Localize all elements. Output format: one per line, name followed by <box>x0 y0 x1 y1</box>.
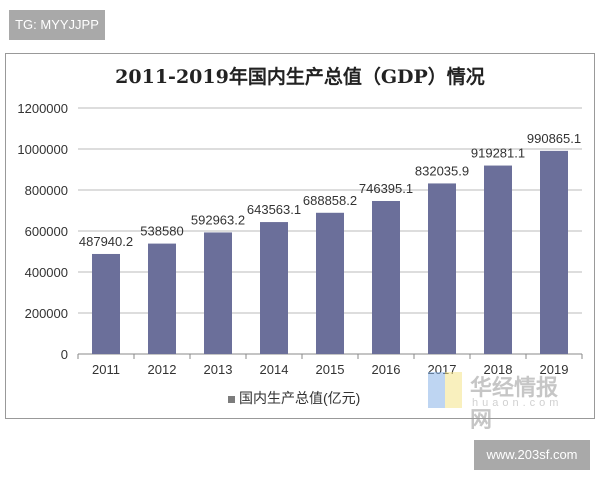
x-tick-label: 2018 <box>484 362 513 377</box>
y-tick-label: 200000 <box>25 306 68 321</box>
x-tick-label: 2011 <box>92 362 120 377</box>
bar <box>148 243 176 354</box>
bar <box>484 165 512 354</box>
huaon-en: huaon.com <box>472 397 563 409</box>
huaon-watermark: 华经情报网 huaon.com <box>428 370 578 432</box>
y-tick-label: 0 <box>61 347 68 362</box>
bar <box>260 222 288 354</box>
x-tick-label: 2014 <box>260 362 289 377</box>
y-tick-label: 400000 <box>25 265 68 280</box>
chart-title: 2011-2019年国内生产总值（GDP）情况 <box>115 66 485 88</box>
chart-frame <box>5 53 595 419</box>
data-label: 487940.2 <box>79 234 133 249</box>
bar <box>372 200 400 354</box>
bar <box>540 150 568 354</box>
y-tick-label: 800000 <box>25 183 68 198</box>
y-tick-label: 600000 <box>25 224 68 239</box>
legend: 国内生产总值(亿元) <box>228 388 360 408</box>
data-label: 832035.9 <box>415 163 469 178</box>
x-tick-label: 2015 <box>316 362 345 377</box>
x-tick-label: 2019 <box>540 362 569 377</box>
x-tick-label: 2013 <box>204 362 233 377</box>
watermark-bottom: www.203sf.com <box>474 440 590 470</box>
data-label: 688858.2 <box>303 193 357 208</box>
bar <box>204 232 232 354</box>
bar <box>428 183 456 354</box>
data-label: 746395.1 <box>359 181 413 196</box>
x-tick-label: 2016 <box>372 362 401 377</box>
bar <box>92 253 120 354</box>
y-tick-label: 1000000 <box>17 142 68 157</box>
data-label: 919281.1 <box>471 146 525 161</box>
y-tick-label: 1200000 <box>17 101 68 116</box>
data-label: 592963.2 <box>191 212 245 227</box>
bar <box>316 212 344 354</box>
data-label: 538580 <box>140 224 183 239</box>
x-tick-label: 2012 <box>148 362 177 377</box>
huaon-logo-icon <box>428 372 462 408</box>
huaon-cn: 华经情报网 <box>470 375 559 432</box>
data-label: 990865.1 <box>527 131 581 146</box>
data-label: 643563.1 <box>247 202 301 217</box>
legend-swatch <box>228 395 235 403</box>
legend-label: 国内生产总值(亿元) <box>239 390 361 406</box>
watermark-top: TG: MYYJJPP <box>9 10 105 40</box>
